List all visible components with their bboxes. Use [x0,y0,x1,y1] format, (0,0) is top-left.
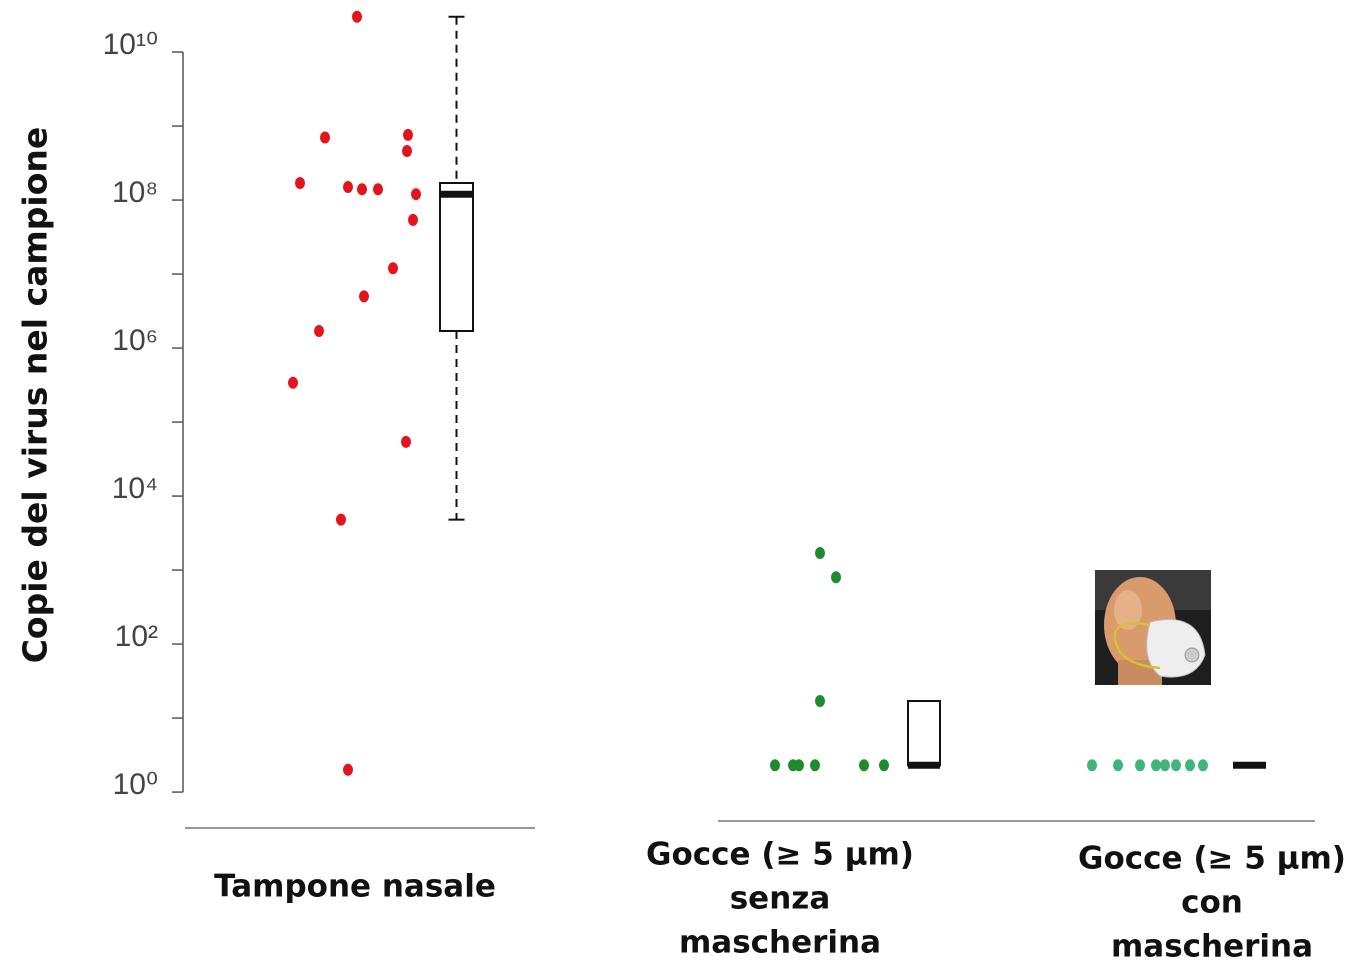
chart: Copie del virus nel campione 10⁰ 10² 10⁴ 10… [0,0,1355,962]
data-point [1087,759,1097,771]
box [440,183,473,331]
data-point [1160,759,1170,771]
data-point [815,695,825,707]
data-point [794,759,804,771]
category-label: con [1181,885,1243,921]
data-point [288,377,298,389]
data-point [1185,759,1195,771]
category-label: Gocce (≥ 5 μm) [646,837,914,873]
data-point [770,759,780,771]
data-point [343,764,353,776]
data-point [1135,759,1145,771]
data-point [352,11,362,23]
data-point [388,262,398,274]
y-tick-label: 10² [115,620,158,653]
data-point [336,514,346,526]
y-tick-label: 10⁰ [113,768,158,801]
data-point [879,759,889,771]
data-point [343,181,353,193]
data-point [320,132,330,144]
y-tick-label: 10⁶ [112,324,158,357]
data-point [314,325,324,337]
category-label: Gocce (≥ 5 μm) [1078,841,1346,877]
category-label: mascherina [1111,929,1313,962]
data-point [831,571,841,583]
data-point [357,183,367,195]
box [908,701,940,765]
y-tick-label: 10⁴ [112,472,158,505]
data-point [815,547,825,559]
data-point [1198,759,1208,771]
data-point [859,759,869,771]
data-point [295,177,305,189]
y-tick-label: 10¹⁰ [103,28,158,61]
category-label: Tampone nasale [214,869,496,905]
data-point [401,436,411,448]
data-point [359,290,369,302]
category-label: mascherina [679,925,881,961]
category-label: senza [730,881,831,917]
data-point [403,129,413,141]
data-point [1113,759,1123,771]
y-axis-label: Copie del virus nel campione [16,127,55,664]
data-point [408,214,418,226]
y-tick-label: 10⁸ [112,176,158,209]
data-point [373,183,383,195]
data-point [411,188,421,200]
data-point [402,145,412,157]
mask-photo [1095,570,1211,685]
data-point [1171,759,1181,771]
data-point [1151,759,1161,771]
data-point [810,759,820,771]
